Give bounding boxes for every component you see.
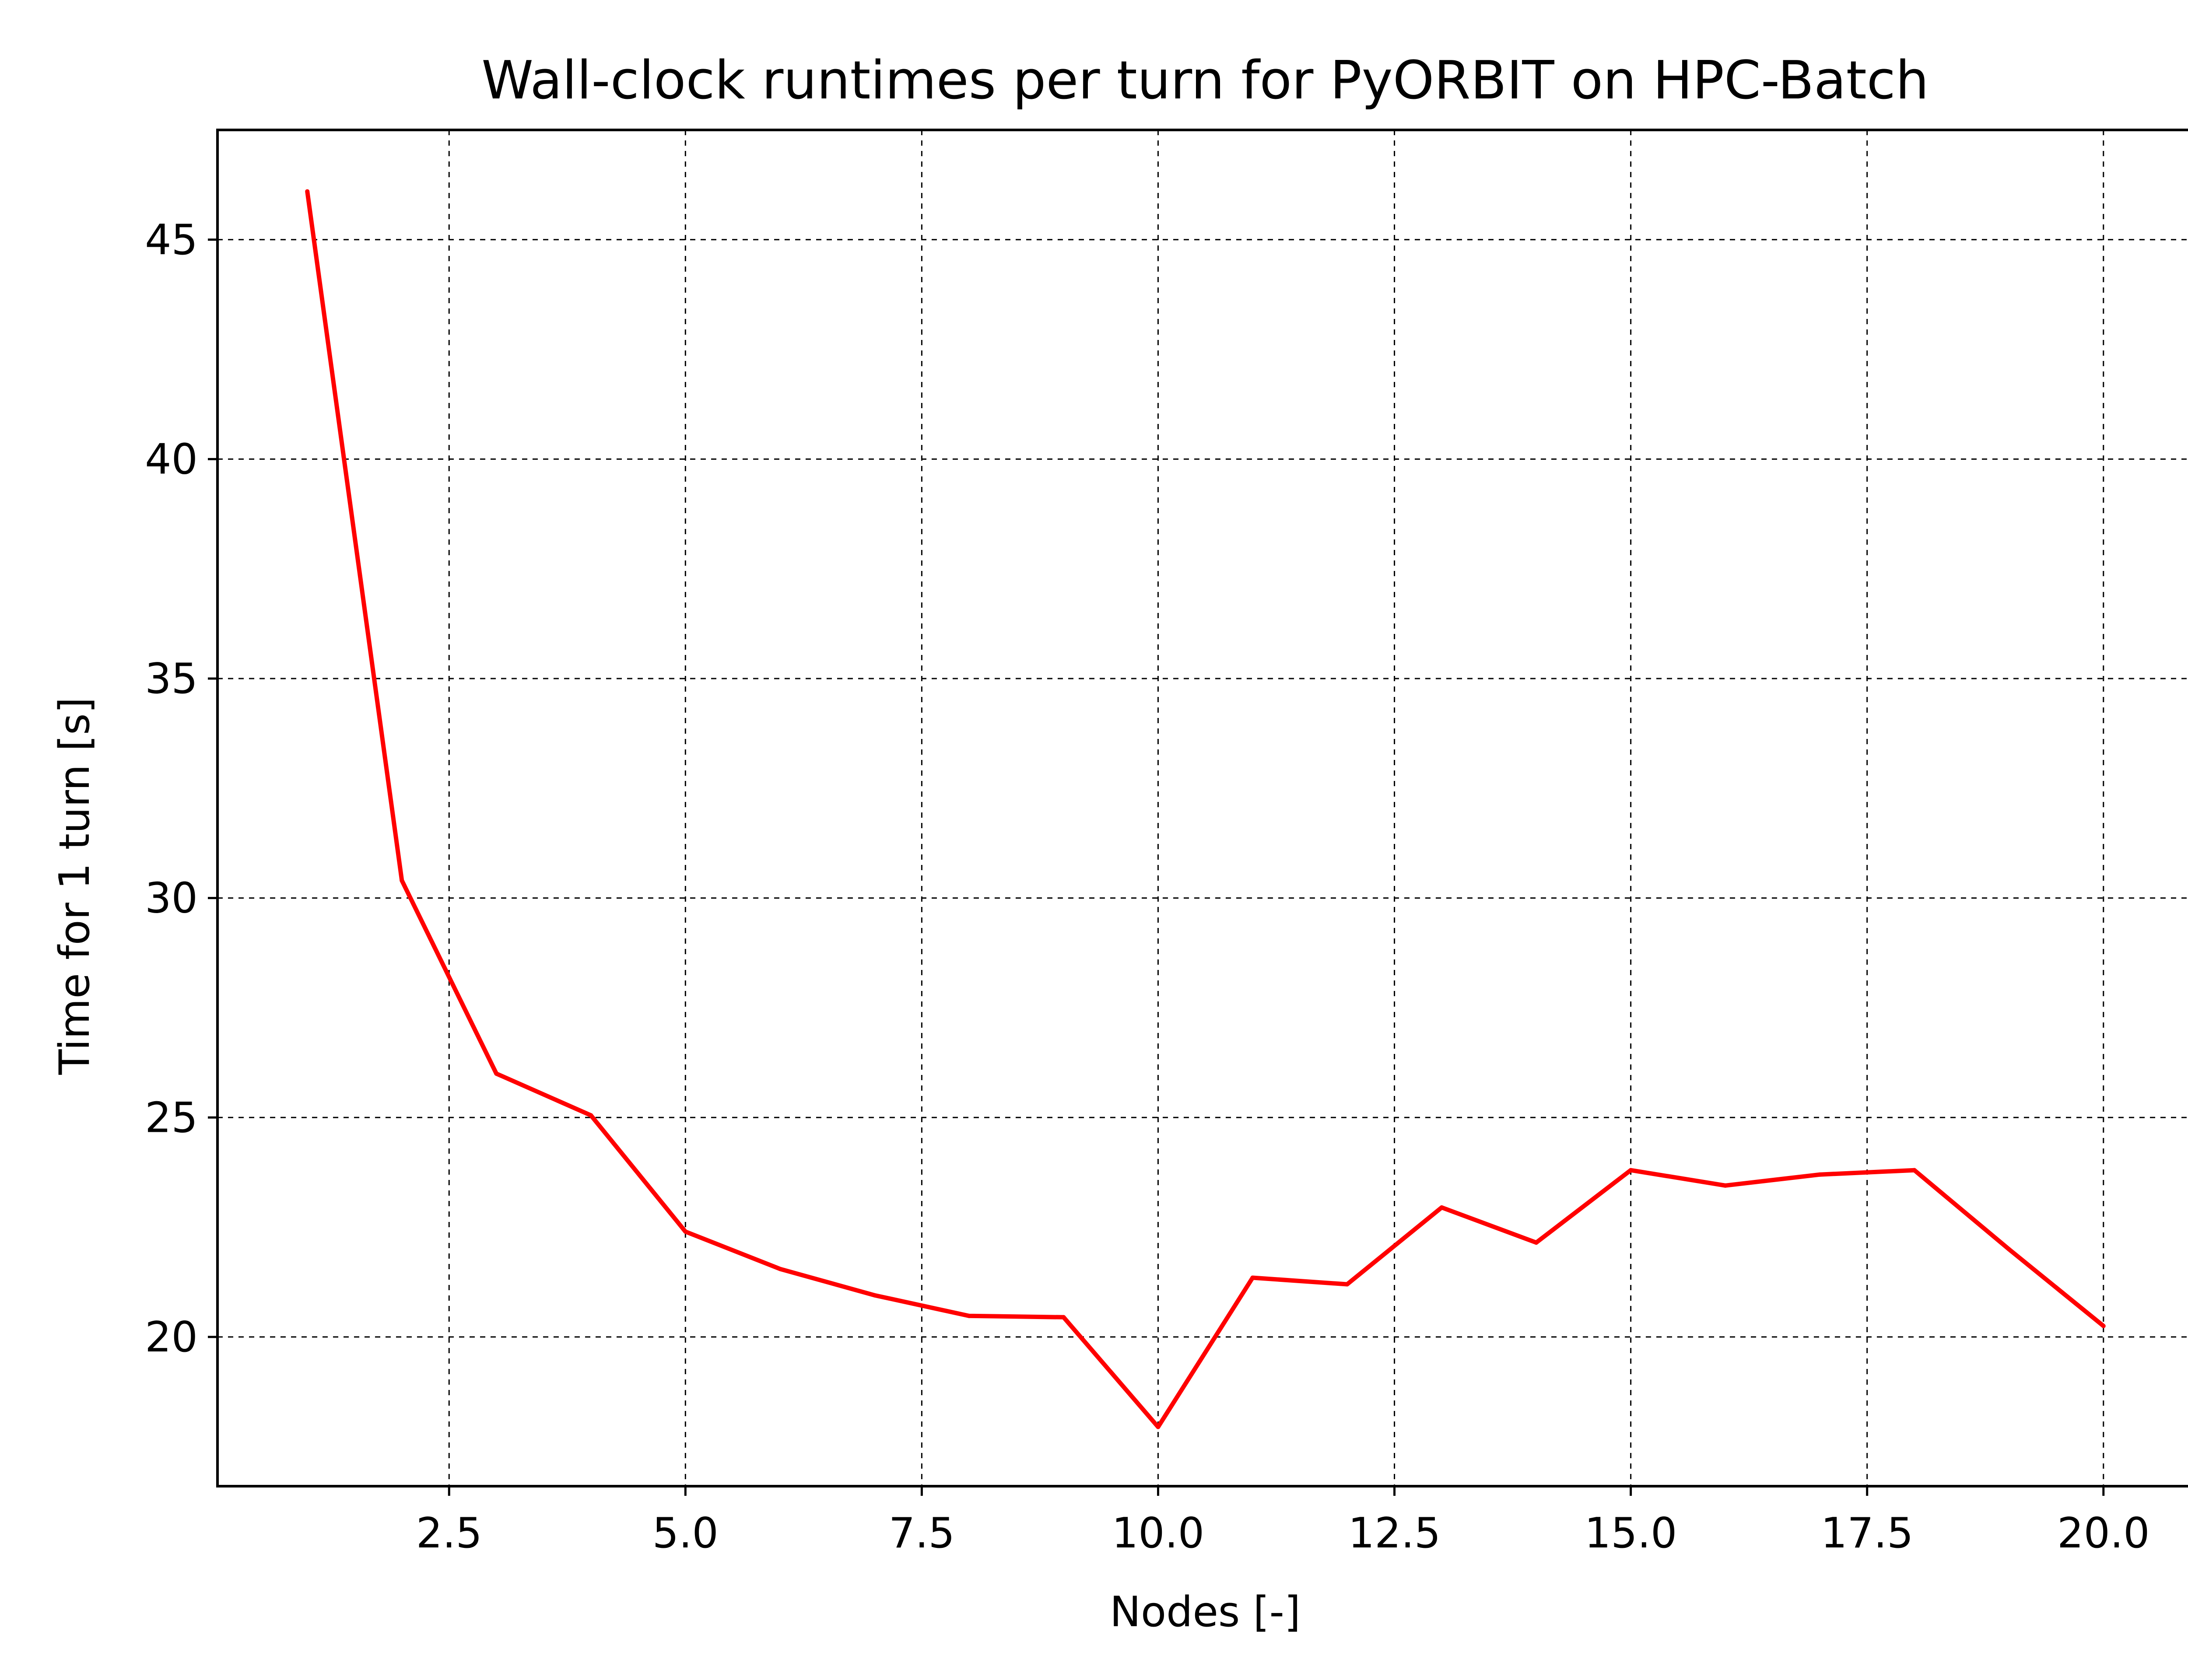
data-point	[1534, 1240, 1539, 1245]
x-axis-label: Nodes [-]	[1110, 1588, 1301, 1636]
axis-ticks: 2.5 5.0 7.5 10.0 12.5 15.0 17.5 20.0 20 25 30 35 40 4…	[145, 216, 2149, 1558]
x-tick-label: 2.5	[416, 1509, 482, 1558]
x-tick-label: 17.5	[1821, 1509, 1914, 1558]
data-point	[305, 189, 310, 194]
data-point	[683, 1229, 688, 1234]
x-tick-label: 7.5	[889, 1509, 955, 1558]
data-point	[1061, 1315, 1066, 1320]
data-point	[1345, 1282, 1350, 1287]
x-tick-label: 15.0	[1585, 1509, 1677, 1558]
data-point	[494, 1071, 499, 1076]
x-tick-label: 20.0	[2057, 1509, 2150, 1558]
series-layer	[305, 189, 2106, 1429]
y-tick-label: 35	[145, 655, 198, 703]
x-tick-label: 10.0	[1112, 1509, 1205, 1558]
data-point	[778, 1267, 782, 1271]
grid	[217, 130, 2188, 1486]
y-tick-label: 20	[145, 1313, 198, 1362]
data-point	[1156, 1424, 1161, 1429]
data-point	[2101, 1323, 2106, 1328]
y-tick-label: 40	[145, 435, 198, 483]
data-point	[967, 1313, 971, 1318]
data-point	[1912, 1168, 1917, 1172]
x-tick-label: 5.0	[652, 1509, 719, 1558]
y-tick-label: 25	[145, 1094, 198, 1142]
x-tick-label: 12.5	[1348, 1509, 1441, 1558]
data-point	[589, 1113, 593, 1118]
data-point	[1817, 1172, 1822, 1177]
y-axis-label: Time for 1 turn [s]	[51, 697, 99, 1075]
data-point	[2006, 1247, 2011, 1252]
data-point	[1723, 1183, 1728, 1188]
plot-area-frame	[216, 129, 2188, 1488]
data-point	[1250, 1275, 1255, 1280]
chart-title: Wall-clock runtimes per turn for PyORBIT…	[481, 50, 1929, 111]
series-line	[305, 191, 2105, 1429]
y-tick-label: 45	[145, 216, 198, 264]
data-point	[400, 878, 404, 883]
data-point	[1439, 1205, 1444, 1210]
y-tick-label: 30	[145, 875, 198, 923]
data-point	[872, 1293, 877, 1298]
data-point	[1628, 1168, 1633, 1172]
